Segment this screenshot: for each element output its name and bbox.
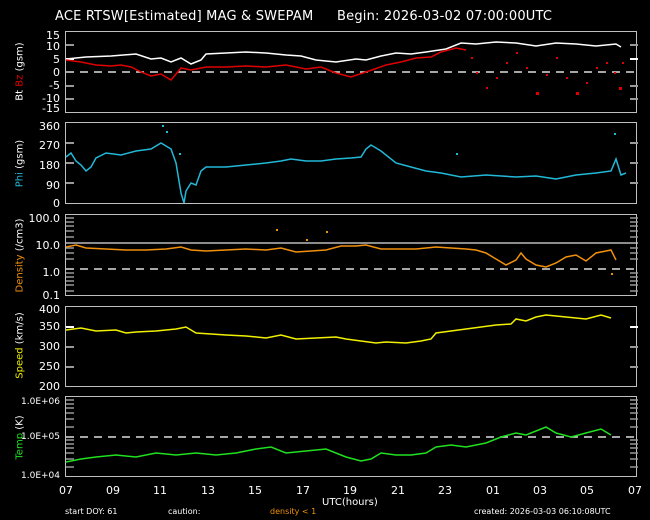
plot-density (66, 217, 638, 292)
plot-mag (66, 41, 638, 100)
plot-phi (66, 125, 638, 204)
plot-temp (66, 399, 638, 468)
plot-speed (66, 314, 638, 368)
ylabel-density: Density (/cm3) (14, 218, 26, 293)
created-time: created: 2026-03-03 06:10:08UTC (474, 507, 611, 516)
start-doy: start DOY: 61 (65, 507, 118, 516)
panel-temp (65, 396, 638, 477)
panel-speed (65, 306, 638, 387)
caution-label: caution: (168, 507, 201, 516)
panel-density (65, 214, 638, 296)
x-axis-label: UTC(hours) (322, 497, 378, 508)
caution-note: density < 1 (270, 507, 317, 516)
panel-phi (65, 122, 638, 204)
begin-time: Begin: 2026-03-02 07:00:00UTC (337, 9, 553, 24)
panel-mag (65, 31, 638, 113)
chart-title: ACE RTSW[Estimated] MAG & SWEPAM (55, 9, 314, 24)
